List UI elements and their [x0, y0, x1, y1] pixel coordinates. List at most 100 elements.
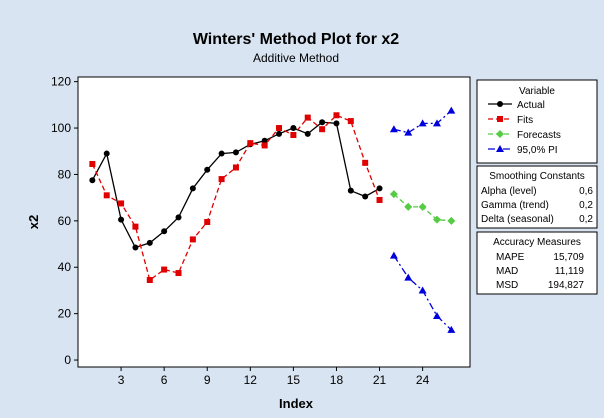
accuracy-label-mad: MAD [496, 266, 518, 277]
accuracy-box-frame [476, 231, 598, 295]
y-tick-label: 20 [58, 307, 72, 321]
data-point-95-0-pi-lower [404, 273, 413, 281]
data-point-fits [161, 266, 168, 273]
y-axis-label: x2 [26, 215, 41, 229]
y-tick-label: 100 [51, 121, 71, 135]
x-tick-label: 9 [204, 373, 211, 387]
x-tick-label: 24 [416, 373, 430, 387]
smoothing-label-gamma: Gamma (trend) [481, 200, 549, 211]
legend-marker-forecasts [496, 130, 504, 138]
accuracy-label-mape: MAPE [496, 252, 525, 263]
series-layer [89, 106, 456, 333]
data-point-forecasts [418, 202, 427, 211]
data-point-actual [276, 130, 283, 137]
legend-label-forecasts: Forecasts [517, 130, 561, 141]
data-point-actual [362, 193, 369, 200]
x-tick-label: 21 [373, 373, 387, 387]
data-point-fits [189, 236, 196, 243]
data-point-actual [175, 214, 182, 221]
data-point-actual [376, 185, 383, 192]
data-point-actual [319, 119, 326, 126]
x-tick-label: 6 [161, 373, 168, 387]
data-point-fits [146, 277, 153, 283]
axes: 0 20 40 60 80 100 120 3 6 9 12 15 18 21 24 [51, 75, 430, 387]
data-point-fits [132, 223, 139, 230]
smoothing-label-delta: Delta (seasonal) [481, 214, 554, 225]
smoothing-value-delta: 0,2 [579, 214, 593, 225]
x-axis-label: Index [279, 396, 314, 411]
data-point-95-0-pi-lower [432, 311, 441, 319]
data-point-fits [118, 200, 125, 207]
data-point-fits [376, 196, 383, 203]
data-point-actual [161, 228, 168, 235]
data-point-fits [304, 114, 311, 121]
chart-subtitle: Additive Method [253, 51, 339, 65]
legend-marker-actual [497, 101, 503, 107]
y-tick-label: 60 [58, 214, 72, 228]
data-point-forecasts [432, 215, 441, 224]
y-tick-label: 40 [58, 260, 72, 274]
data-point-actual [218, 150, 225, 157]
data-point-fits [276, 125, 283, 132]
smoothing-constants-box: Smoothing Constants Alpha (level) 0,6 Ga… [476, 165, 598, 229]
x-tick-label: 3 [118, 373, 125, 387]
x-tick-label: 12 [244, 373, 258, 387]
data-point-actual [89, 177, 96, 184]
chart-title: Winters' Method Plot for x2 [193, 31, 399, 48]
legend-label-pi: 95,0% PI [517, 145, 558, 156]
data-point-actual [103, 150, 110, 157]
data-point-actual [261, 137, 268, 144]
data-point-actual [204, 166, 211, 173]
legend-item-forecasts: Forecasts [488, 130, 561, 141]
data-point-95-0-pi [432, 119, 441, 127]
data-point-actual [232, 149, 239, 156]
data-point-forecasts [447, 216, 456, 225]
accuracy-title: Accuracy Measures [493, 237, 581, 248]
data-point-actual [189, 185, 196, 192]
legend-item-actual: Actual [488, 100, 545, 111]
data-point-fits [333, 112, 340, 119]
accuracy-measures-box: Accuracy Measures MAPE 15,709 MAD 11,119… [476, 231, 598, 295]
smoothing-title: Smoothing Constants [489, 171, 585, 182]
x-tick-label: 18 [330, 373, 344, 387]
data-point-forecasts [404, 202, 413, 211]
data-point-fits [89, 161, 96, 167]
x-tick-label: 15 [287, 373, 301, 387]
data-point-fits [247, 140, 254, 147]
y-tick-label: 80 [58, 167, 72, 181]
data-point-95-0-pi-lower [447, 325, 456, 333]
smoothing-value-gamma: 0,2 [579, 200, 593, 211]
data-point-actual [333, 120, 340, 127]
accuracy-value-msd: 194,827 [548, 280, 585, 291]
legend-marker-fits [497, 116, 503, 122]
data-point-95-0-pi [447, 106, 456, 114]
data-point-fits [204, 219, 211, 225]
data-point-fits [261, 142, 268, 149]
data-point-actual [304, 130, 311, 137]
data-point-fits [175, 270, 182, 277]
data-point-fits [347, 118, 354, 125]
data-point-95-0-pi [418, 119, 427, 127]
data-point-actual [347, 187, 354, 194]
data-point-95-0-pi-lower [418, 286, 427, 294]
legend: Variable Actual Fits Forecasts 95,0% PI [476, 79, 598, 164]
y-tick-label: 0 [64, 353, 71, 367]
data-point-fits [218, 176, 225, 183]
legend-item-pi: 95,0% PI [488, 145, 558, 156]
data-point-fits [103, 192, 110, 199]
data-point-95-0-pi [404, 128, 413, 136]
legend-item-fits: Fits [488, 115, 533, 126]
data-point-actual [146, 239, 153, 246]
smoothing-value-alpha: 0,6 [579, 186, 593, 197]
y-tick-label: 120 [51, 75, 71, 89]
legend-label-actual: Actual [517, 100, 545, 111]
data-point-forecasts [389, 190, 398, 199]
data-point-fits [362, 159, 369, 166]
data-point-fits [232, 164, 239, 171]
legend-title: Variable [519, 86, 555, 97]
data-point-actual [118, 216, 125, 223]
data-point-95-0-pi-lower [389, 251, 398, 259]
plot-area [77, 76, 471, 368]
accuracy-value-mad: 11,119 [555, 266, 585, 277]
accuracy-label-msd: MSD [496, 280, 518, 291]
